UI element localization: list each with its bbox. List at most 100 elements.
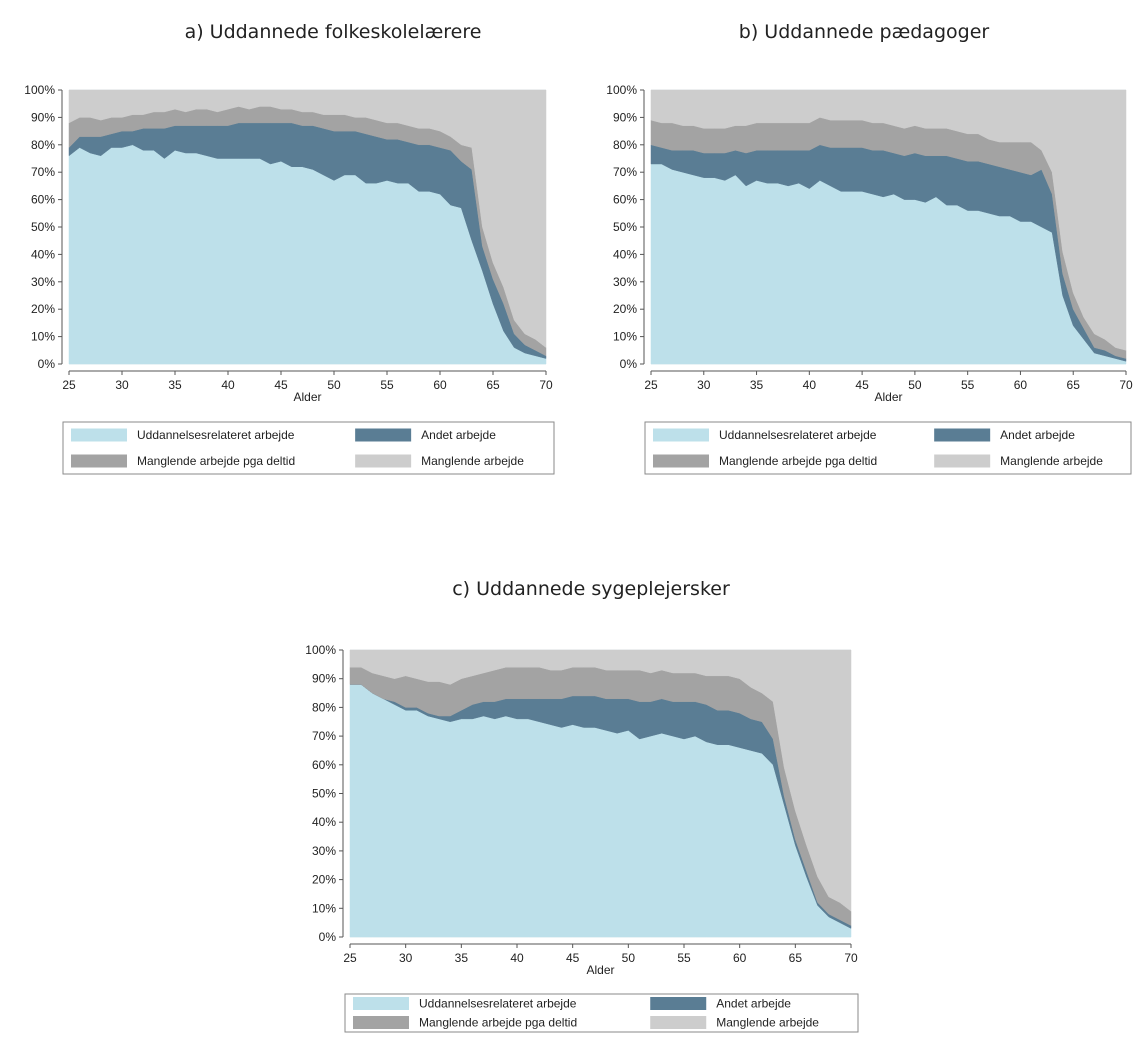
legend-item: Andet arbejde (355, 428, 496, 442)
legend-swatch (355, 454, 412, 468)
x-tick-label: 60 (733, 951, 747, 965)
legend-label: Uddannelsesrelateret arbejde (137, 428, 295, 442)
y-tick-label: 70% (613, 165, 637, 179)
chart-panel-b: b) Uddannede pædagoger 0% 10% 20% 30% 40% 50% 6… (606, 21, 1133, 475)
x-tick-label: 50 (622, 951, 636, 965)
legend: Uddannelsesrelateret arbejde Andet arbejd… (644, 421, 1132, 475)
y-tick-label: 60% (31, 193, 55, 207)
legend-swatch (934, 428, 991, 442)
y-tick-label: 80% (613, 138, 637, 152)
y-tick-label: 80% (31, 138, 55, 152)
y-tick-label: 40% (312, 815, 336, 829)
y-tick-label: 20% (312, 873, 336, 887)
chart-title: b) Uddannede pædagoger (739, 21, 990, 43)
x-tick-label: 30 (399, 951, 413, 965)
legend-label: Manglende arbejde pga deltid (719, 454, 877, 468)
chart-panel-c: c) Uddannede sygeplejersker 0% 10% 20% 30% 40… (305, 578, 859, 1033)
x-tick-label: 70 (539, 378, 553, 392)
legend-label: Manglende arbejde pga deltid (419, 1016, 577, 1030)
y-tick-label: 10% (312, 901, 336, 915)
legend-item: Andet arbejde (934, 428, 1075, 442)
legend-label: Manglende arbejde (421, 454, 524, 468)
x-axis-title: Alder (293, 390, 321, 404)
y-tick-label: 100% (606, 83, 637, 97)
legend-label: Uddannelsesrelateret arbejde (419, 997, 577, 1011)
area-series-4 (349, 649, 852, 912)
legend-frame (62, 421, 555, 475)
legend-swatch (353, 1016, 409, 1029)
chart-title: c) Uddannede sygeplejersker (452, 578, 730, 600)
legend-label: Andet arbejde (716, 997, 791, 1011)
x-tick-label: 30 (115, 378, 129, 392)
legend-swatch (353, 997, 409, 1010)
y-tick-label: 90% (312, 672, 336, 686)
legend-item: Manglende arbejde (355, 454, 524, 468)
x-tick-label: 50 (908, 378, 922, 392)
y-tick-label: 60% (312, 758, 336, 772)
legend-item: Uddannelsesrelateret arbejde (71, 428, 295, 442)
x-tick-label: 50 (327, 378, 341, 392)
legend-label: Andet arbejde (1000, 428, 1075, 442)
y-tick-label: 50% (31, 220, 55, 234)
y-tick-label: 10% (613, 330, 637, 344)
y-tick-label: 30% (613, 275, 637, 289)
legend-swatch (653, 454, 709, 468)
legend-label: Manglende arbejde (716, 1016, 819, 1030)
legend-label: Manglende arbejde (1000, 454, 1103, 468)
x-tick-label: 65 (486, 378, 500, 392)
legend-label: Manglende arbejde pga deltid (137, 454, 295, 468)
x-tick-label: 25 (343, 951, 357, 965)
legend-frame (644, 421, 1132, 475)
legend: Uddannelsesrelateret arbejde Andet arbejd… (62, 421, 555, 475)
y-tick-label: 70% (312, 729, 336, 743)
y-tick-label: 90% (31, 110, 55, 124)
legend-item: Andet arbejde (650, 997, 791, 1011)
legend-item: Uddannelsesrelateret arbejde (653, 428, 877, 442)
area-series-4 (68, 89, 547, 349)
legend-item: Manglende arbejde (934, 454, 1103, 468)
x-tick-label: 45 (566, 951, 580, 965)
y-tick-label: 20% (31, 302, 55, 316)
x-tick-label: 40 (221, 378, 235, 392)
x-tick-label: 70 (844, 951, 858, 965)
x-axis-title: Alder (586, 963, 614, 977)
y-tick-label: 50% (312, 787, 336, 801)
legend-swatch (71, 428, 127, 442)
area-series-4 (650, 89, 1127, 351)
x-tick-label: 55 (961, 378, 975, 392)
legend: Uddannelsesrelateret arbejde Andet arbejd… (344, 993, 859, 1033)
x-tick-label: 25 (644, 378, 658, 392)
legend-frame (344, 993, 859, 1033)
x-tick-label: 65 (789, 951, 803, 965)
x-tick-label: 65 (1067, 378, 1081, 392)
x-tick-label: 35 (455, 951, 469, 965)
legend-swatch (355, 428, 412, 442)
legend-item: Manglende arbejde pga deltid (71, 454, 295, 468)
x-tick-label: 40 (510, 951, 524, 965)
legend-label: Uddannelsesrelateret arbejde (719, 428, 877, 442)
legend-label: Andet arbejde (421, 428, 496, 442)
x-tick-label: 25 (62, 378, 76, 392)
chart-title: a) Uddannede folkeskolelærere (185, 21, 482, 43)
x-axis-title: Alder (874, 390, 902, 404)
x-tick-label: 55 (380, 378, 394, 392)
x-tick-label: 35 (168, 378, 182, 392)
y-tick-label: 0% (620, 357, 638, 371)
x-tick-label: 55 (677, 951, 691, 965)
legend-item: Manglende arbejde pga deltid (353, 1016, 577, 1030)
y-tick-label: 30% (31, 275, 55, 289)
x-tick-label: 70 (1119, 378, 1133, 392)
legend-swatch (934, 454, 991, 468)
y-tick-label: 80% (312, 700, 336, 714)
y-tick-label: 90% (613, 110, 637, 124)
y-tick-label: 0% (319, 930, 337, 944)
legend-swatch (71, 454, 127, 468)
legend-swatch (650, 997, 707, 1010)
y-tick-label: 20% (613, 302, 637, 316)
y-tick-label: 30% (312, 844, 336, 858)
y-tick-label: 40% (613, 247, 637, 261)
x-tick-label: 45 (274, 378, 288, 392)
x-tick-label: 60 (1014, 378, 1028, 392)
y-tick-label: 100% (305, 643, 336, 657)
